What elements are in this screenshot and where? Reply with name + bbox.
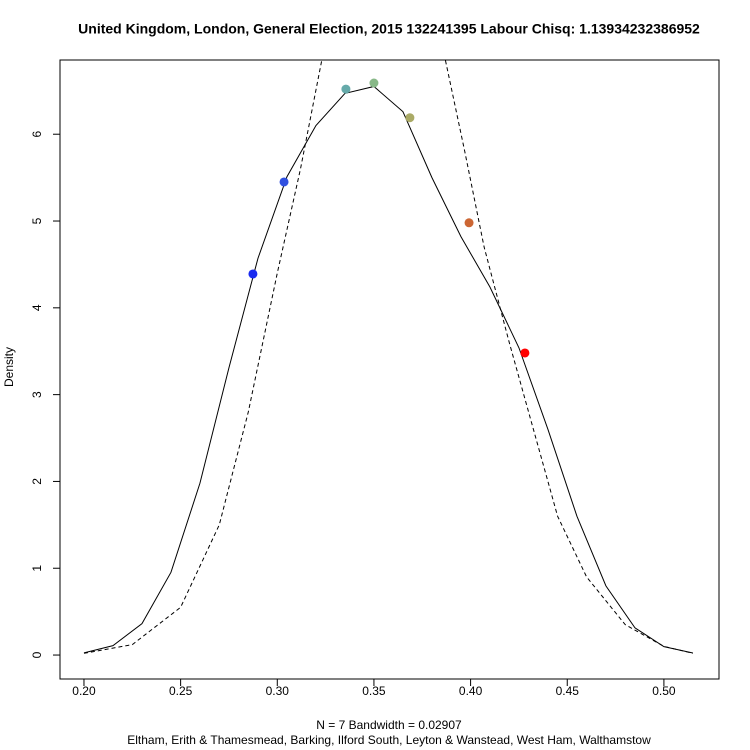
y-tick-label: 3 xyxy=(30,391,44,398)
plot-area xyxy=(83,60,694,654)
x-tick-label: 0.40 xyxy=(459,684,483,698)
y-axis-label: Density xyxy=(2,347,16,387)
x-tick-label: 0.35 xyxy=(362,684,386,698)
data-point xyxy=(341,84,351,94)
y-tick-label: 1 xyxy=(30,565,44,572)
x-tick-label: 0.50 xyxy=(652,684,676,698)
plot-frame xyxy=(59,59,720,680)
subtitle: Eltham, Erith & Thamesmead, Barking, Ilf… xyxy=(127,733,651,747)
x-tick-label: 0.25 xyxy=(169,684,193,698)
data-point xyxy=(279,177,289,187)
data-point xyxy=(405,113,415,123)
data-point xyxy=(464,218,474,228)
x-tick-label: 0.30 xyxy=(266,684,290,698)
y-tick-label: 5 xyxy=(30,217,44,224)
density-curve xyxy=(83,85,694,654)
chart-title: United Kingdom, London, General Election… xyxy=(78,21,700,37)
x-tick-label: 0.45 xyxy=(556,684,580,698)
y-tick-label: 4 xyxy=(30,304,44,311)
y-tick-label: 0 xyxy=(30,651,44,658)
y-tick-label: 2 xyxy=(30,478,44,485)
x-tick-label: 0.20 xyxy=(72,684,96,698)
y-tick-label: 6 xyxy=(30,131,44,138)
dashed-curve xyxy=(83,60,694,654)
data-point xyxy=(369,78,379,88)
x-axis-label: N = 7 Bandwidth = 0.02907 xyxy=(316,718,462,732)
data-point xyxy=(520,348,530,358)
data-point xyxy=(248,269,258,279)
